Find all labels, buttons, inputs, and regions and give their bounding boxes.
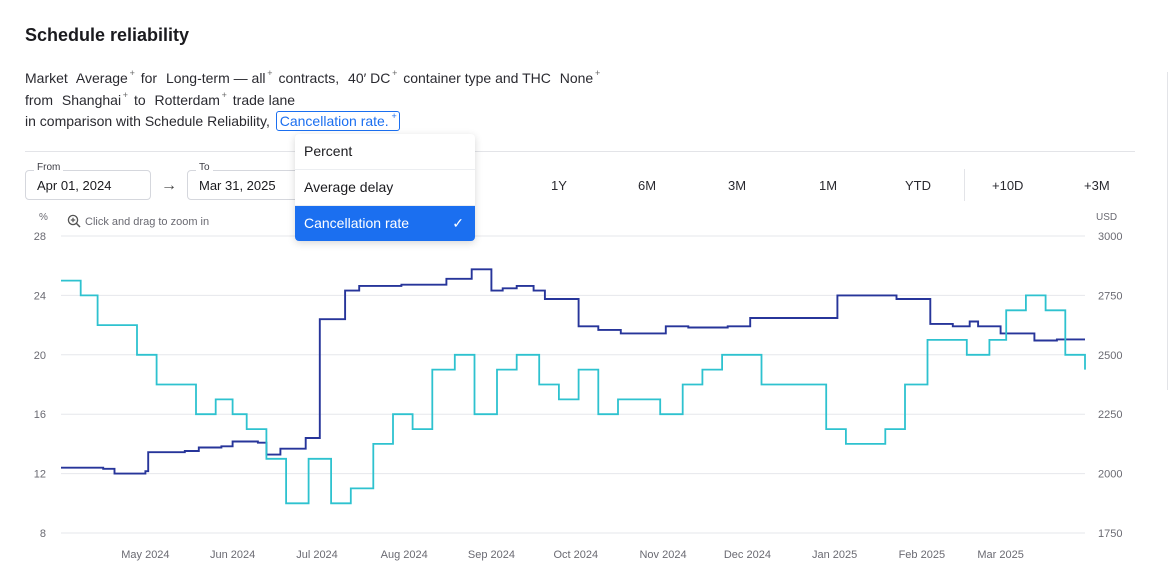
right-axis-ticks: 1750 2000 2250 2500 2750 3000 <box>1098 231 1122 540</box>
desc-text-market: Market <box>25 70 68 86</box>
right-tick-label: 3000 <box>1098 231 1122 243</box>
x-tick-label: Nov 2024 <box>639 549 686 561</box>
forecast-button-3m[interactable]: +3M <box>1084 178 1110 193</box>
x-tick-label: Sep 2024 <box>468 549 515 561</box>
description-line-1: Market Average for Long-term — all contr… <box>25 68 602 90</box>
contract-selector[interactable]: Long-term — all <box>166 70 266 86</box>
range-divider <box>964 169 965 201</box>
left-axis-ticks: 8 12 16 20 24 28 <box>34 231 46 540</box>
filter-description: Market Average for Long-term — all contr… <box>25 68 602 133</box>
series-line-market-average[interactable] <box>61 268 1085 475</box>
zoom-in-icon <box>67 214 81 228</box>
series-line-cancellation-rate[interactable] <box>61 279 1086 505</box>
desc-text-contracts: contracts, <box>278 70 340 86</box>
check-icon: ✓ <box>452 215 464 231</box>
dropdown-option-label: Average delay <box>304 179 394 195</box>
x-tick-label: Mar 2025 <box>977 549 1023 561</box>
left-tick-label: 12 <box>34 469 46 481</box>
right-tick-label: 2500 <box>1098 350 1122 362</box>
dropdown-option-label: Cancellation rate <box>304 215 410 231</box>
left-axis-unit: % <box>39 212 48 223</box>
arrow-right-icon: → <box>161 177 177 194</box>
panel-edge <box>1167 72 1168 390</box>
x-tick-label: Jan 2025 <box>812 549 857 561</box>
dropdown-option-percent[interactable]: Percent <box>295 134 475 170</box>
to-date-input[interactable]: Mar 31, 2025 <box>187 170 313 200</box>
range-button-6m[interactable]: 6M <box>638 178 657 193</box>
x-tick-label: Aug 2024 <box>381 549 428 561</box>
desc-text-for: for <box>140 70 158 86</box>
metric-dropdown: Percent Average delay Cancellation rate ✓ <box>295 134 475 241</box>
thc-selector[interactable]: None <box>560 70 593 86</box>
description-line-2: from Shanghai to Rotterdam trade lane <box>25 90 602 112</box>
from-date-label: From <box>34 162 64 173</box>
x-tick-label: Dec 2024 <box>724 549 771 561</box>
x-tick-label: Oct 2024 <box>553 549 598 561</box>
left-tick-label: 28 <box>34 231 46 243</box>
left-tick-label: 24 <box>34 290 46 302</box>
range-button-1m[interactable]: 1M <box>819 178 838 193</box>
right-axis-unit: USD <box>1096 212 1118 223</box>
destination-selector[interactable]: Rotterdam <box>155 92 220 108</box>
left-tick-label: 8 <box>40 528 46 540</box>
x-tick-label: Jun 2024 <box>210 549 255 561</box>
container-type-selector[interactable]: 40′ DC <box>348 70 390 86</box>
gridlines <box>61 235 1085 534</box>
x-tick-label: Feb 2025 <box>899 549 945 561</box>
left-tick-label: 16 <box>34 409 46 421</box>
to-date-label: To <box>196 162 213 173</box>
desc-text-trade-lane: trade lane <box>232 91 296 108</box>
page-title: Schedule reliability <box>25 25 190 45</box>
desc-text-comparison: in comparison with Schedule Reliability, <box>25 113 270 129</box>
range-button-1y[interactable]: 1Y <box>551 178 567 193</box>
origin-selector[interactable]: Shanghai <box>62 92 121 108</box>
zoom-hint-text: Click and drag to zoom in <box>85 216 210 228</box>
desc-text-thc: container type and THC <box>403 70 551 86</box>
dropdown-option-label: Percent <box>304 143 353 159</box>
x-tick-label: Jul 2024 <box>296 549 338 561</box>
description-line-3: in comparison with Schedule Reliability,… <box>25 107 602 133</box>
zoom-hint: Click and drag to zoom in <box>67 214 209 228</box>
from-date-input[interactable]: Apr 01, 2024 <box>25 170 151 200</box>
range-button-3m[interactable]: 3M <box>728 178 747 193</box>
metric-selector-chip[interactable]: Cancellation rate. <box>275 107 400 131</box>
left-tick-label: 20 <box>34 350 46 362</box>
series-lines <box>61 268 1086 505</box>
market-selector[interactable]: Average <box>76 70 128 86</box>
range-button-ytd[interactable]: YTD <box>905 178 931 193</box>
dropdown-option-cancellation-rate[interactable]: Cancellation rate ✓ <box>295 206 475 241</box>
desc-text-to: to <box>133 91 146 108</box>
right-tick-label: 1750 <box>1098 528 1122 540</box>
x-tick-label: May 2024 <box>121 549 169 561</box>
x-axis-ticks: May 2024 Jun 2024 Jul 2024 Aug 2024 Sep 2024… <box>121 549 1024 561</box>
divider <box>25 151 1135 152</box>
right-tick-label: 2000 <box>1098 469 1122 481</box>
forecast-button-10d[interactable]: +10D <box>992 178 1024 193</box>
right-tick-label: 2750 <box>1098 290 1122 302</box>
dropdown-option-average-delay[interactable]: Average delay <box>295 170 475 206</box>
desc-text-from: from <box>25 91 53 108</box>
right-tick-label: 2250 <box>1098 409 1122 421</box>
